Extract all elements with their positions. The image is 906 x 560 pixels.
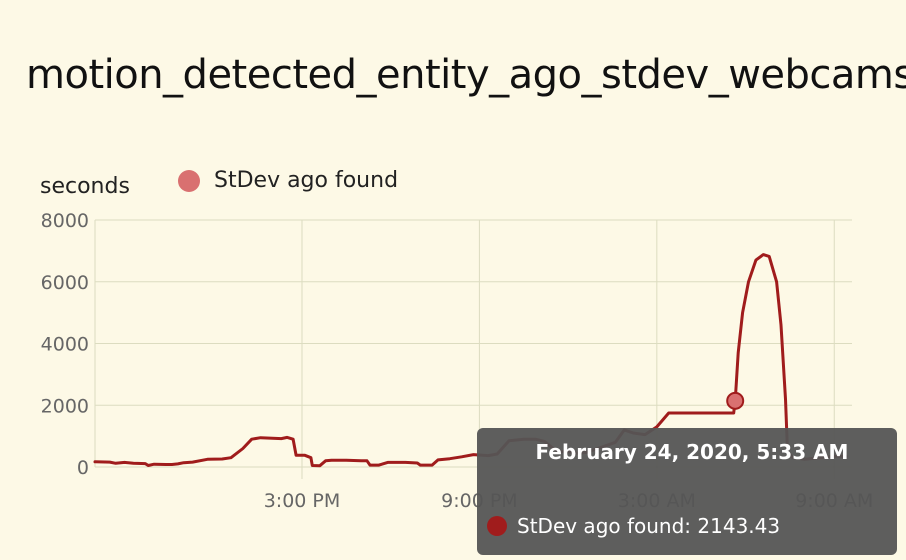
x-tick-label: 3:00 PM — [264, 490, 341, 512]
tooltip-series-dot — [487, 516, 507, 536]
y-tick-label: 0 — [77, 457, 89, 479]
tooltip: February 24, 2020, 5:33 AM StDev ago fou… — [477, 428, 897, 555]
tooltip-row: StDev ago found: 2143.43 — [487, 514, 780, 538]
legend-label: StDev ago found — [214, 168, 399, 193]
y-tick-label: 2000 — [41, 395, 89, 417]
y-axis-label: seconds — [40, 174, 130, 199]
y-tick-label: 4000 — [41, 334, 89, 356]
y-tick-label: 8000 — [41, 210, 89, 232]
highlight-point — [726, 391, 745, 410]
series-line — [93, 253, 848, 468]
y-tick-label: 6000 — [41, 272, 89, 294]
tooltip-title: February 24, 2020, 5:33 AM — [535, 440, 849, 464]
chart-title: motion_detected_entity_ago_stdev_webcams — [26, 52, 906, 98]
legend-item[interactable]: StDev ago found — [178, 168, 398, 193]
tooltip-value: StDev ago found: 2143.43 — [517, 514, 781, 538]
legend-swatch — [178, 169, 200, 192]
